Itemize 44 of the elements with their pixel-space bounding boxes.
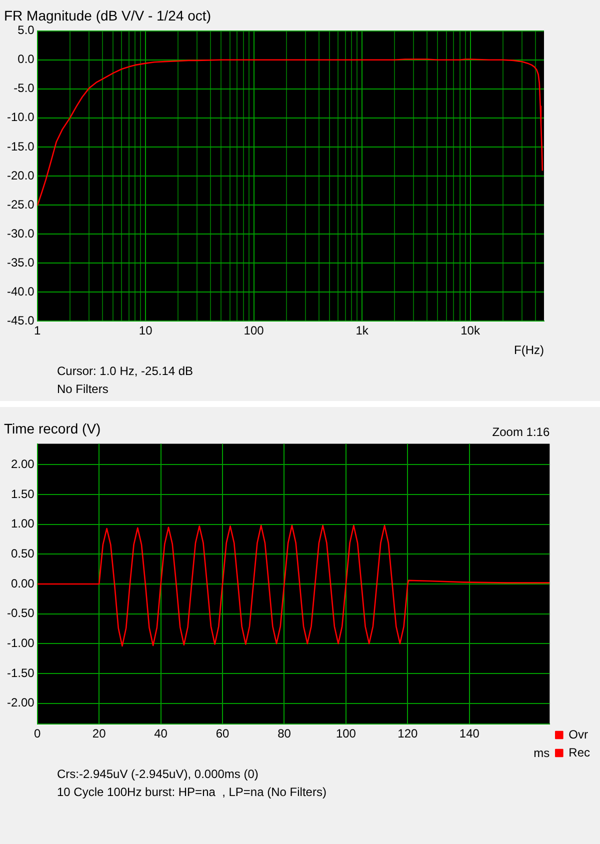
y-tick-label: -30.0 xyxy=(6,226,35,240)
y-tick-label: -40.0 xyxy=(6,284,35,298)
x-tick-label: 60 xyxy=(216,726,230,741)
text: 10 Cycle 100Hz burst: HP=na , LP=na (No Filters) xyxy=(57,784,328,801)
y-tick-label: -25.0 xyxy=(6,197,35,212)
x-tick-label: 80 xyxy=(278,726,292,741)
x-tick-label: 140 xyxy=(459,726,480,741)
x-tick-label: 100 xyxy=(244,324,264,338)
y-tick-label: -1.00 xyxy=(6,636,35,650)
y-tick-label: -45.0 xyxy=(6,314,35,328)
x-tick-label: 40 xyxy=(154,726,168,741)
y-tick-label: -10.0 xyxy=(6,110,35,124)
y-tick-label: 2.00 xyxy=(10,456,35,471)
text: Cursor: 1.0 Hz, -25.14 dB xyxy=(57,363,194,380)
y-tick-label: -0.50 xyxy=(6,606,35,620)
x-tick-label: 1 xyxy=(34,324,42,338)
y-tick-label: -35.0 xyxy=(6,255,35,270)
y-tick-label: 1.50 xyxy=(10,486,35,501)
x-tick-label: 100 xyxy=(336,726,356,741)
legend-label: Rec xyxy=(568,745,590,760)
y-tick-label: -20.0 xyxy=(6,168,35,182)
y-tick-label: 5.0 xyxy=(18,23,35,38)
text: Crs:-2.945uV (-2.945uV), 0.000ms (0) xyxy=(57,766,260,783)
y-tick-label: -15.0 xyxy=(6,139,35,154)
x-axis-title: F(Hz) xyxy=(514,343,544,358)
y-tick-label: 1.00 xyxy=(10,516,35,531)
y-tick-label: 0.50 xyxy=(10,546,35,560)
chart-title: Time record (V) xyxy=(4,420,101,436)
x-tick-label: 10k xyxy=(460,324,481,338)
y-tick-label: 0.00 xyxy=(10,576,35,590)
y-tick-label: -2.00 xyxy=(6,696,35,710)
legend-label: Ovr xyxy=(568,727,588,742)
x-tick-label: 20 xyxy=(92,726,106,741)
x-axis-title: ms xyxy=(534,746,550,760)
chart-subtitle: Zoom 1:16 xyxy=(492,425,550,440)
text: No Filters xyxy=(57,381,110,398)
y-tick-label: 0.0 xyxy=(18,52,35,66)
x-tick-label: 10 xyxy=(138,324,153,338)
x-tick-label: 1k xyxy=(356,324,370,338)
x-tick-label: 0 xyxy=(34,726,42,741)
x-tick-label: 120 xyxy=(398,726,418,741)
y-tick-label: -1.50 xyxy=(6,666,35,680)
y-tick-label: -5.0 xyxy=(14,81,35,96)
chart-title: FR Magnitude (dB V/V - 1/24 oct) xyxy=(4,7,211,24)
